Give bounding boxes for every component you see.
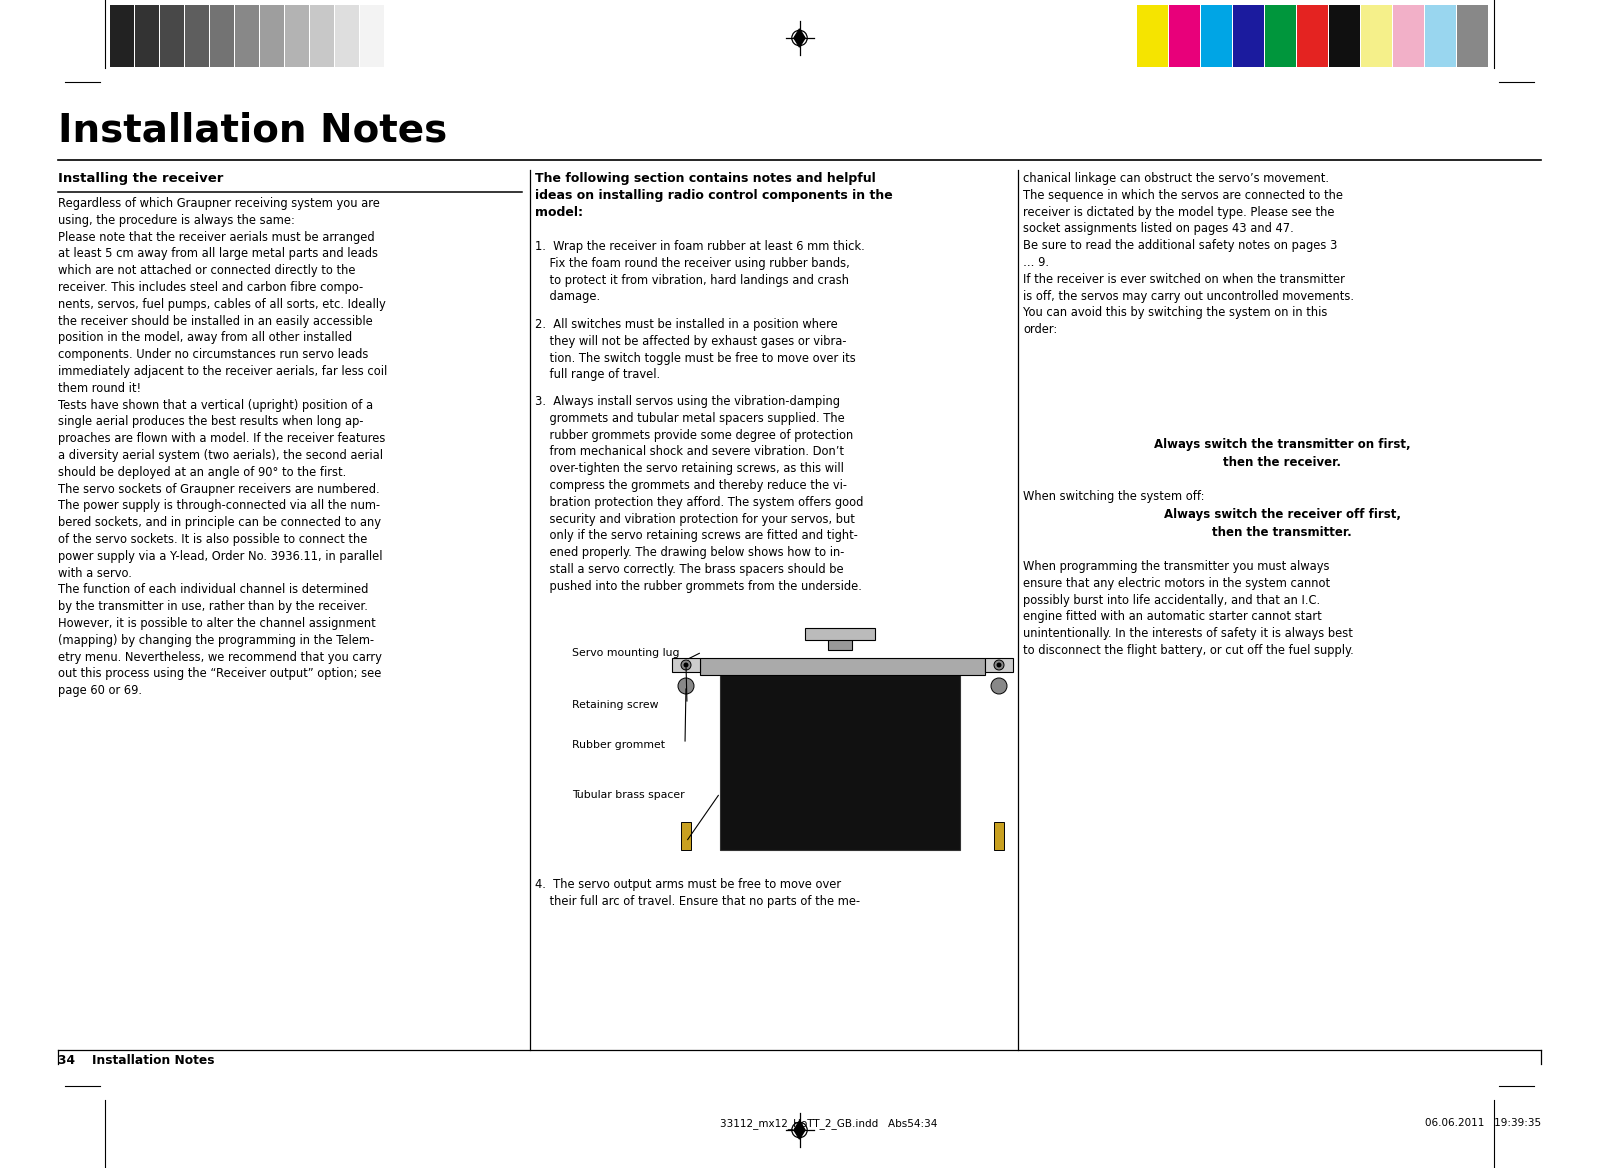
Bar [134,5,158,67]
Bar [985,658,1014,672]
Text: 33112_mx12_HoTT_2_GB.indd   Abs54:34: 33112_mx12_HoTT_2_GB.indd Abs54:34 [720,1118,937,1129]
Text: Retaining screw: Retaining screw [572,700,659,710]
Text: 2.  All switches must be installed in a position where
    they will not be affe: 2. All switches must be installed in a p… [536,318,855,382]
Bar [261,5,285,67]
Bar [672,658,700,672]
Bar [1457,5,1489,67]
Text: Tubular brass spacer: Tubular brass spacer [572,790,684,800]
Text: When switching the system off:: When switching the system off: [1023,491,1204,503]
Text: Rubber grommet: Rubber grommet [572,741,665,750]
Bar [1361,5,1393,67]
Text: Installing the receiver: Installing the receiver [58,172,224,185]
Bar [828,634,852,651]
Bar [310,5,334,67]
Bar [995,822,1004,850]
Circle shape [996,662,1001,667]
Circle shape [995,660,1004,670]
Text: Always switch the receiver off first,
then the transmitter.: Always switch the receiver off first, th… [1164,508,1401,540]
Text: 34    Installation Notes: 34 Installation Notes [58,1054,214,1068]
Text: 3.  Always install servos using the vibration-damping
    grommets and tubular m: 3. Always install servos using the vibra… [536,395,863,593]
Bar [681,822,691,850]
Text: Regardless of which Graupner receiving system you are
using, the procedure is al: Regardless of which Graupner receiving s… [58,197,387,697]
Text: 06.06.2011   19:39:35: 06.06.2011 19:39:35 [1425,1118,1541,1128]
Bar [1393,5,1425,67]
Bar [336,5,360,67]
Bar [360,5,384,67]
Text: chanical linkage can obstruct the servo’s movement.
The sequence in which the se: chanical linkage can obstruct the servo’… [1023,172,1354,336]
Text: Installation Notes: Installation Notes [58,112,448,150]
Bar [1233,5,1263,67]
Polygon shape [793,1121,806,1139]
Bar [1137,5,1167,67]
Text: Servo mounting lug: Servo mounting lug [572,648,680,658]
Bar [1425,5,1457,67]
Bar [209,5,233,67]
Text: When programming the transmitter you must always
ensure that any electric motors: When programming the transmitter you mus… [1023,559,1354,656]
Bar [285,5,309,67]
Circle shape [678,677,694,694]
Bar [1297,5,1329,67]
Circle shape [683,662,689,667]
Polygon shape [793,29,806,47]
Bar [720,670,959,850]
Text: The following section contains notes and helpful
ideas on installing radio contr: The following section contains notes and… [536,172,892,218]
Circle shape [681,660,691,670]
Text: 4.  The servo output arms must be free to move over
    their full arc of travel: 4. The servo output arms must be free to… [536,878,860,908]
Bar [235,5,259,67]
Bar [1169,5,1199,67]
Bar [185,5,209,67]
Bar [110,5,134,67]
Bar [1201,5,1231,67]
Bar [804,628,875,640]
Text: Always switch the transmitter on first,
then the receiver.: Always switch the transmitter on first, … [1154,438,1410,470]
Bar [160,5,184,67]
Text: 1.  Wrap the receiver in foam rubber at least 6 mm thick.
    Fix the foam round: 1. Wrap the receiver in foam rubber at l… [536,239,865,304]
Bar [1329,5,1361,67]
Circle shape [991,677,1007,694]
Bar [1265,5,1297,67]
Bar [700,658,985,675]
